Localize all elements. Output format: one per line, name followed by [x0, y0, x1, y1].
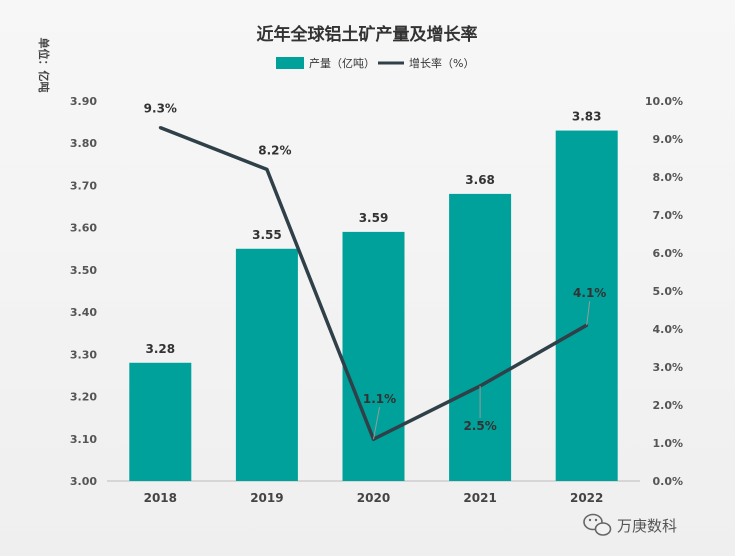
- y-left-tick-label: 3.20: [70, 391, 97, 404]
- y-axis-right: 0.0% 1.0% 2.0% 3.0% 4.0% 5.0% 6.0% 7.0% 8.0% 9.0%…: [645, 95, 683, 488]
- x-tick-label: 2019: [250, 491, 283, 505]
- x-tick-label: 2018: [144, 491, 177, 505]
- chart-title: 近年全球铝土矿产量及增长率: [257, 24, 478, 45]
- bar: [449, 193, 512, 481]
- bar-data-label: 3.68: [465, 173, 495, 187]
- x-tick-label: 2021: [463, 491, 496, 505]
- bar: [342, 231, 405, 481]
- line-data-label: 4.1%: [573, 286, 606, 300]
- y-right-tick-label: 4.0%: [652, 323, 683, 336]
- line-data-label: 8.2%: [258, 143, 291, 157]
- line-data-label: 2.5%: [463, 419, 496, 433]
- y-left-tick-label: 3.60: [70, 222, 97, 235]
- y-left-tick-label: 3.00: [70, 475, 97, 488]
- bar-data-label: 3.28: [145, 342, 175, 356]
- unit-label: 单位：亿吨: [37, 38, 51, 93]
- bar-data-label: 3.59: [359, 211, 389, 225]
- y-right-tick-label: 9.0%: [652, 133, 683, 146]
- legend-line-label: 增长率（%）: [409, 56, 474, 70]
- legend-bar-label: 产量（亿吨）: [309, 56, 375, 70]
- y-right-tick-label: 6.0%: [652, 247, 683, 260]
- x-axis: 2018 2019 2020 2021 2022: [144, 491, 604, 505]
- y-left-tick-label: 3.80: [70, 137, 97, 150]
- line-label-leader: [586, 301, 591, 326]
- line-data-label: 9.3%: [144, 102, 177, 116]
- line-series: 9.3% 8.2% 1.1% 2.5% 4.1%: [144, 102, 606, 441]
- y-axis-left: 3.00 3.10 3.20 3.30 3.40 3.50 3.60 3.70 3.80 3.90: [70, 95, 97, 488]
- y-left-tick-label: 3.40: [70, 306, 97, 319]
- y-right-tick-label: 10.0%: [645, 95, 683, 108]
- bar-series: 3.28 3.55 3.59 3.68 3.83: [129, 110, 618, 482]
- watermark: 万庚数科: [583, 513, 677, 536]
- line-point: [158, 126, 162, 130]
- watermark-text: 万庚数科: [617, 517, 677, 535]
- bar-data-label: 3.55: [252, 228, 282, 242]
- bar: [129, 362, 192, 481]
- y-left-tick-label: 3.70: [70, 179, 97, 192]
- wechat-icon: [583, 513, 612, 536]
- x-tick-label: 2020: [357, 491, 390, 505]
- y-left-tick-label: 3.50: [70, 264, 97, 277]
- y-left-tick-label: 3.10: [70, 433, 97, 446]
- y-right-tick-label: 7.0%: [652, 209, 683, 222]
- y-right-tick-label: 2.0%: [652, 399, 683, 412]
- bar: [555, 130, 618, 482]
- y-right-tick-label: 5.0%: [652, 285, 683, 298]
- legend: 产量（亿吨） 增长率（%）: [276, 56, 474, 70]
- line-data-label: 1.1%: [363, 392, 396, 406]
- y-right-tick-label: 1.0%: [652, 437, 683, 450]
- y-right-tick-label: 3.0%: [652, 361, 683, 374]
- y-left-tick-label: 3.90: [70, 95, 97, 108]
- x-tick-label: 2022: [570, 491, 603, 505]
- line-label-leader: [373, 407, 380, 440]
- bar: [235, 248, 298, 481]
- y-right-tick-label: 0.0%: [652, 475, 683, 488]
- y-left-tick-label: 3.30: [70, 348, 97, 361]
- legend-bar-swatch: [276, 57, 304, 69]
- bar-data-label: 3.83: [572, 110, 602, 124]
- y-right-tick-label: 8.0%: [652, 171, 683, 184]
- line-point: [265, 167, 269, 171]
